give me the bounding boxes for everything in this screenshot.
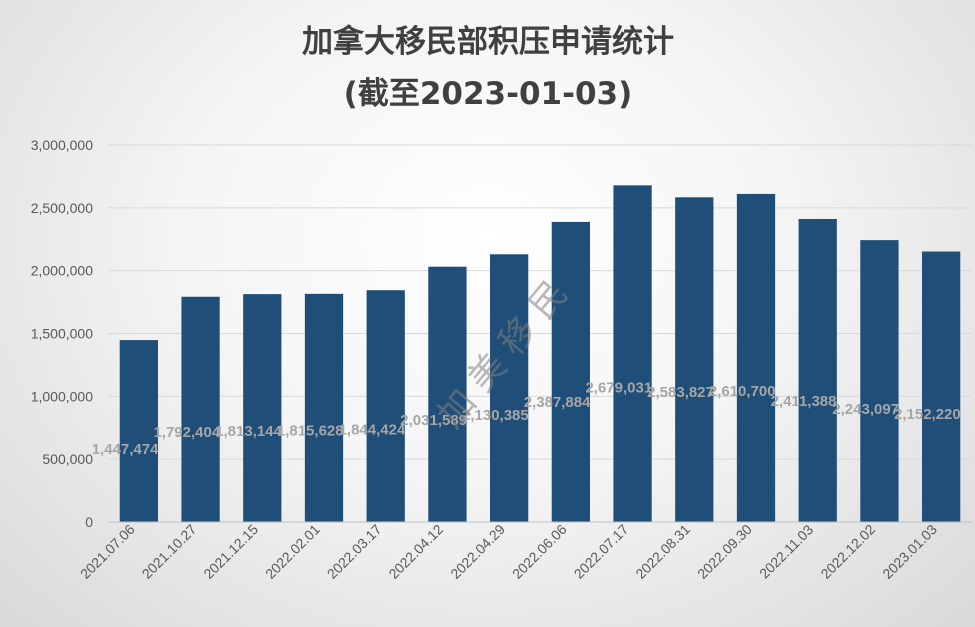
y-tick-label: 2,500,000: [31, 200, 93, 216]
bar-2022.04.12: [428, 266, 467, 522]
x-tick-label: 2021.10.27: [139, 521, 200, 582]
data-label: 2,243,097: [832, 401, 899, 418]
x-tick-label: 2021.07.06: [77, 521, 138, 582]
bar-2021.10.27: [181, 296, 220, 522]
bars: [108, 185, 972, 523]
bar-2022.04.29: [490, 254, 529, 522]
data-label: 1,813,144: [215, 423, 282, 440]
x-tick-label: 2022.11.03: [756, 521, 816, 581]
y-tick-label: 1,000,000: [31, 388, 93, 404]
data-label: 1,815,628: [277, 423, 344, 440]
x-tick-label: 2022.12.02: [817, 521, 878, 582]
x-tick-label: 2022.04.12: [385, 521, 446, 582]
data-label: 2,411,388: [771, 393, 837, 410]
chart-title: 加拿大移民部积压申请统计: [302, 24, 674, 60]
data-label: 2,031,589: [400, 412, 467, 429]
bar-2022.09.30: [736, 193, 776, 522]
bar-2022.02.01: [304, 293, 344, 522]
y-tick-label: 3,000,000: [31, 137, 93, 153]
x-tick-label: 2021.12.15: [200, 521, 261, 582]
x-tick-label: 2023.01.03: [879, 521, 940, 582]
bar-2021.07.06: [119, 340, 158, 522]
data-label: 2,387,884: [524, 394, 591, 411]
chart-subtitle: (截至2023-01-03): [344, 76, 633, 112]
x-tick-label: 2022.03.17: [324, 521, 385, 582]
y-tick-label: 2,000,000: [31, 263, 93, 279]
bar-2022.06.06: [551, 221, 590, 522]
bar-2022.08.31: [675, 197, 714, 522]
bar-2022.07.17: [613, 185, 652, 523]
data-label: 2,610,700: [709, 383, 776, 400]
bar-2022.03.17: [366, 290, 405, 522]
data-label: 2,679,031: [585, 379, 652, 396]
data-label: 2,152,220: [894, 406, 961, 423]
data-label: 1,844,424: [339, 421, 406, 438]
bar-2021.12.15: [243, 294, 282, 522]
x-tick-label: 2022.04.29: [447, 521, 508, 582]
x-tick-label: 2022.08.31: [632, 521, 693, 582]
x-tick-label: 2022.07.17: [571, 521, 632, 582]
data-label: 2,130,385: [462, 407, 529, 424]
data-label: 1,447,474: [92, 441, 159, 458]
data-labels: 1,447,4741,792,4041,813,1441,815,6281,84…: [92, 379, 961, 458]
bar-2022.12.02: [860, 240, 899, 522]
y-tick-label: 0: [85, 514, 93, 530]
x-tick-label: 2022.06.06: [509, 521, 570, 582]
x-tick-label: 2022.09.30: [694, 521, 755, 582]
x-tick-label: 2022.02.01: [262, 521, 323, 582]
data-label: 2,583,827: [647, 384, 714, 401]
bar-2022.11.03: [798, 218, 837, 522]
x-axis-ticks: 2021.07.06 2021.10.27 2021.12.15 2022.02.01…: [77, 521, 940, 582]
y-axis-ticks: 0 500,000 1,000,000 1,500,000 2,000,000 2,500…: [31, 137, 94, 530]
bar-2023.01.03: [922, 251, 961, 522]
y-tick-label: 1,500,000: [31, 326, 93, 342]
y-tick-label: 500,000: [42, 451, 93, 467]
data-label: 1,792,404: [153, 424, 220, 441]
